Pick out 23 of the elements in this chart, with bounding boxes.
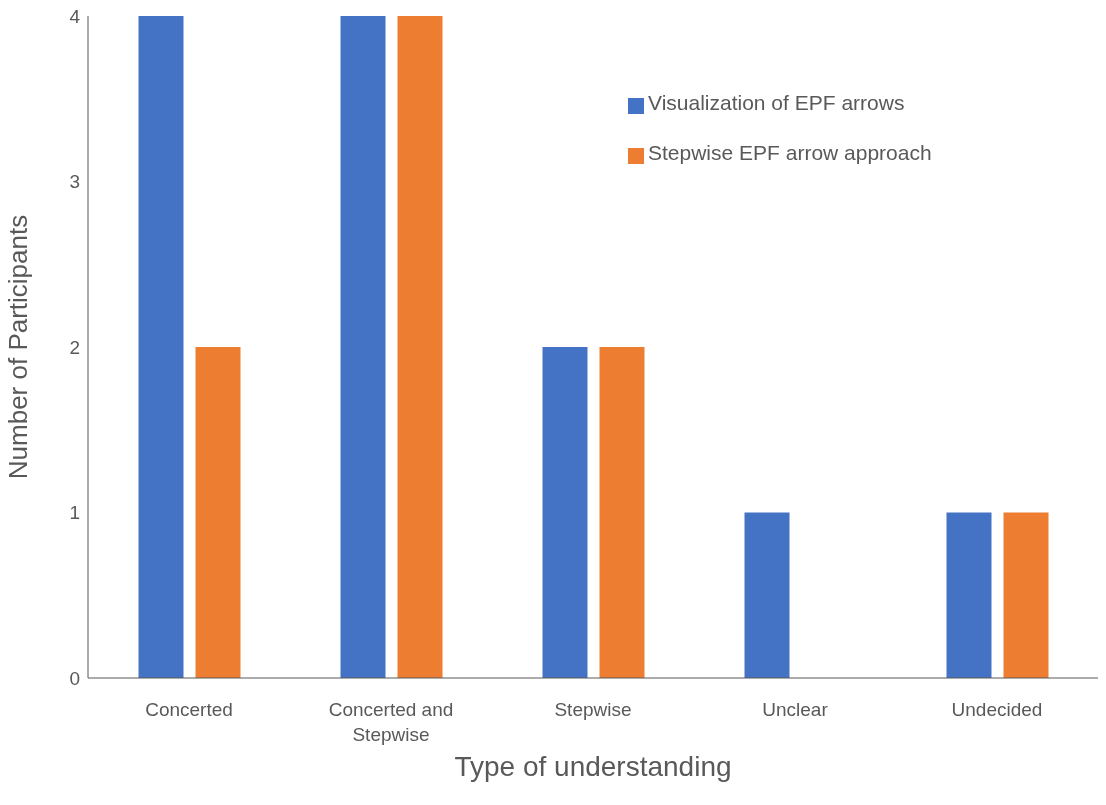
legend-label: Visualization of EPF arrows bbox=[648, 91, 905, 114]
x-tick-label: Concerted and Stepwise bbox=[328, 699, 454, 745]
x-axis-title: Type of understanding bbox=[454, 751, 732, 782]
bar bbox=[1003, 512, 1049, 678]
bar bbox=[397, 16, 443, 678]
y-tick-label: 2 bbox=[69, 336, 80, 358]
bar bbox=[599, 347, 645, 678]
bar bbox=[138, 16, 184, 678]
bar bbox=[340, 16, 386, 678]
y-tick-label: 1 bbox=[69, 502, 80, 524]
bar bbox=[946, 512, 992, 678]
legend-label: Stepwise EPF arrow approach bbox=[648, 141, 932, 164]
y-axis-title: Number of Participants bbox=[3, 214, 34, 480]
bar bbox=[542, 347, 588, 678]
x-tick-label: Unclear bbox=[762, 699, 829, 720]
y-tick-label: 0 bbox=[69, 667, 80, 689]
bar bbox=[195, 347, 241, 678]
y-tick-label: 4 bbox=[69, 5, 81, 27]
x-tick-label: Stepwise bbox=[554, 699, 632, 720]
y-tick-label: 3 bbox=[69, 171, 80, 193]
x-tick-label: Undecided bbox=[951, 699, 1043, 720]
x-tick-label: Concerted bbox=[145, 699, 233, 720]
bar bbox=[744, 512, 790, 678]
